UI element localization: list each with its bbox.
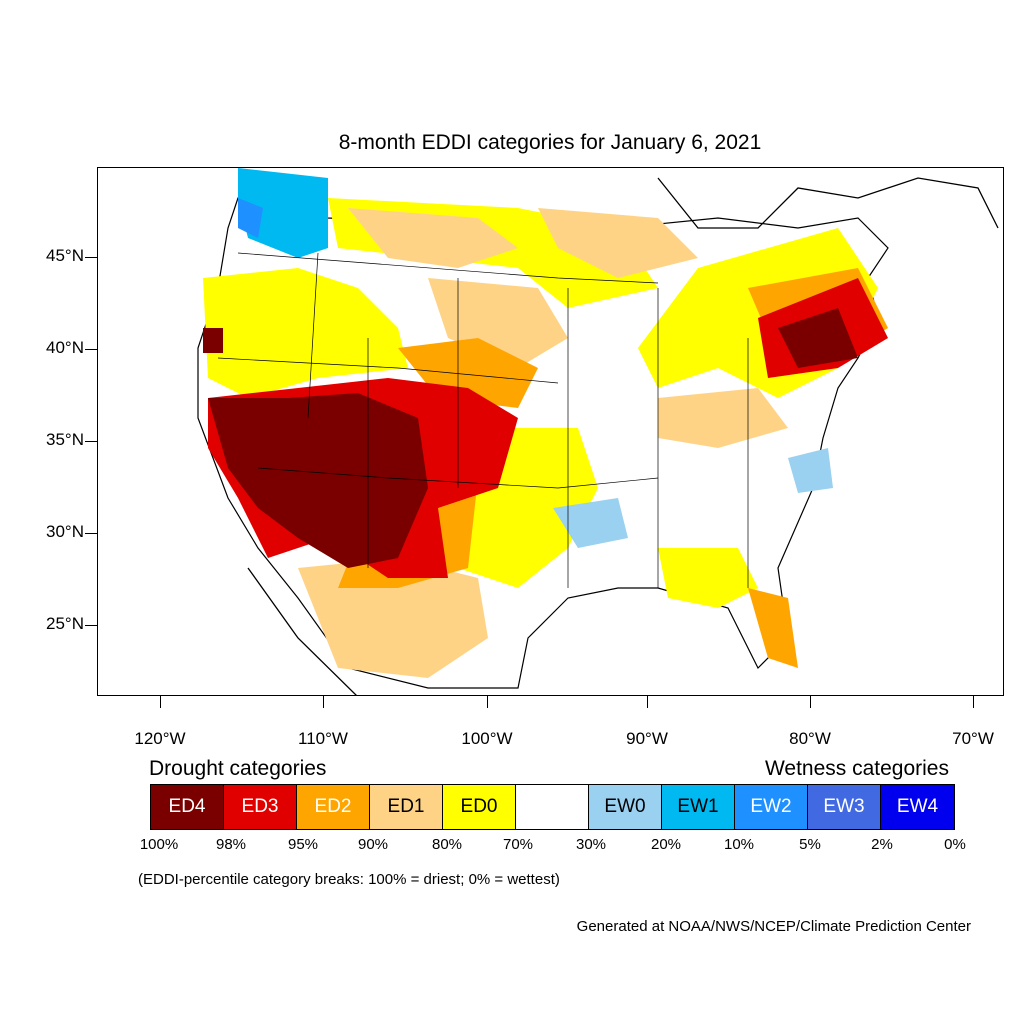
legend-break-label: 70%: [502, 836, 534, 853]
legend-swatch-ew0: EW0: [589, 785, 662, 829]
eddi-map: [197, 168, 999, 695]
lon-label-110w: 110°W: [298, 729, 348, 748]
legend-break-label: 5%: [799, 836, 821, 853]
lat-label-45n: 45°N: [46, 246, 84, 265]
region-ed0-southeast: [658, 548, 758, 608]
legend-break-label: 20%: [650, 836, 682, 853]
legend-swatch-ed0: ED0: [443, 785, 516, 829]
region-ed1-ohio: [658, 388, 788, 448]
region-ed1-plains: [428, 278, 568, 368]
legend-break-label: 90%: [357, 836, 389, 853]
legend-break-label: 2%: [871, 836, 893, 853]
lat-label-35n: 35°N: [46, 430, 84, 449]
legend-break-label: 0%: [944, 836, 966, 853]
lon-label-70w: 70°W: [952, 729, 994, 748]
lon-label-120w: 120°W: [134, 729, 186, 748]
lat-label-25n: 25°N: [46, 614, 84, 633]
region-ed2-florida: [748, 588, 798, 668]
lat-tick: [85, 441, 97, 442]
region-ed1-north: [348, 208, 518, 268]
lat-label-30n: 30°N: [46, 522, 84, 541]
region-ed4-oregon: [203, 328, 223, 353]
region-ew-puget: [238, 198, 263, 238]
state-borders: [217, 252, 749, 588]
lat-label-40n: 40°N: [46, 338, 84, 357]
region-ew-arkansas: [553, 498, 628, 548]
lon-label-100w: 100°W: [461, 729, 513, 748]
legend-wetness-title: Wetness categories: [764, 757, 949, 780]
legend-break-label: 98%: [215, 836, 247, 853]
lon-tick: [810, 696, 811, 708]
legend-break-label: 30%: [575, 836, 607, 853]
lon-tick: [647, 696, 648, 708]
lat-tick: [85, 257, 97, 258]
canada-coast: [657, 177, 999, 229]
mexico-coast: [247, 567, 357, 695]
lon-label-90w: 90°W: [626, 729, 668, 748]
legend-swatch-ew2: EW2: [735, 785, 808, 829]
lon-tick: [973, 696, 974, 708]
lon-label-80w: 80°W: [789, 729, 831, 748]
legend-swatch-ed3: ED3: [224, 785, 297, 829]
lat-tick: [85, 625, 97, 626]
legend-drought-title: Drought categories: [149, 757, 327, 780]
lat-tick: [85, 533, 97, 534]
credit-line: Generated at NOAA/NWS/NCEP/Climate Predi…: [576, 918, 971, 935]
lat-tick: [85, 349, 97, 350]
legend-swatch-ed2: ED2: [297, 785, 370, 829]
legend-break-label: 10%: [723, 836, 755, 853]
legend-swatch-ew4: EW4: [881, 785, 954, 829]
legend-break-label: 80%: [431, 836, 463, 853]
lon-tick: [323, 696, 324, 708]
legend-break-label: 95%: [287, 836, 319, 853]
lon-tick: [160, 696, 161, 708]
region-ew-pacific-nw: [238, 168, 328, 258]
region-ed4-southwest: [208, 393, 428, 568]
legend-swatch-ed1: ED1: [370, 785, 443, 829]
region-ed1-canada: [538, 208, 698, 278]
map-title: 8-month EDDI categories for January 6, 2…: [338, 131, 762, 154]
legend-swatch-neutral: [516, 785, 589, 829]
region-ew-carolina: [788, 448, 833, 493]
region-ed4-northeast: [778, 308, 858, 368]
legend-color-bar: ED4 ED3 ED2 ED1 ED0 EW0 EW1 EW2 EW3 EW4: [150, 784, 955, 830]
legend-break-label: 100%: [139, 836, 179, 853]
legend-swatch-ed4: ED4: [151, 785, 224, 829]
lon-tick: [487, 696, 488, 708]
category-note: (EDDI-percentile category breaks: 100% =…: [138, 871, 560, 888]
legend-swatch-ew3: EW3: [808, 785, 881, 829]
map-plot-area: [97, 167, 1004, 696]
legend-swatch-ew1: EW1: [662, 785, 735, 829]
